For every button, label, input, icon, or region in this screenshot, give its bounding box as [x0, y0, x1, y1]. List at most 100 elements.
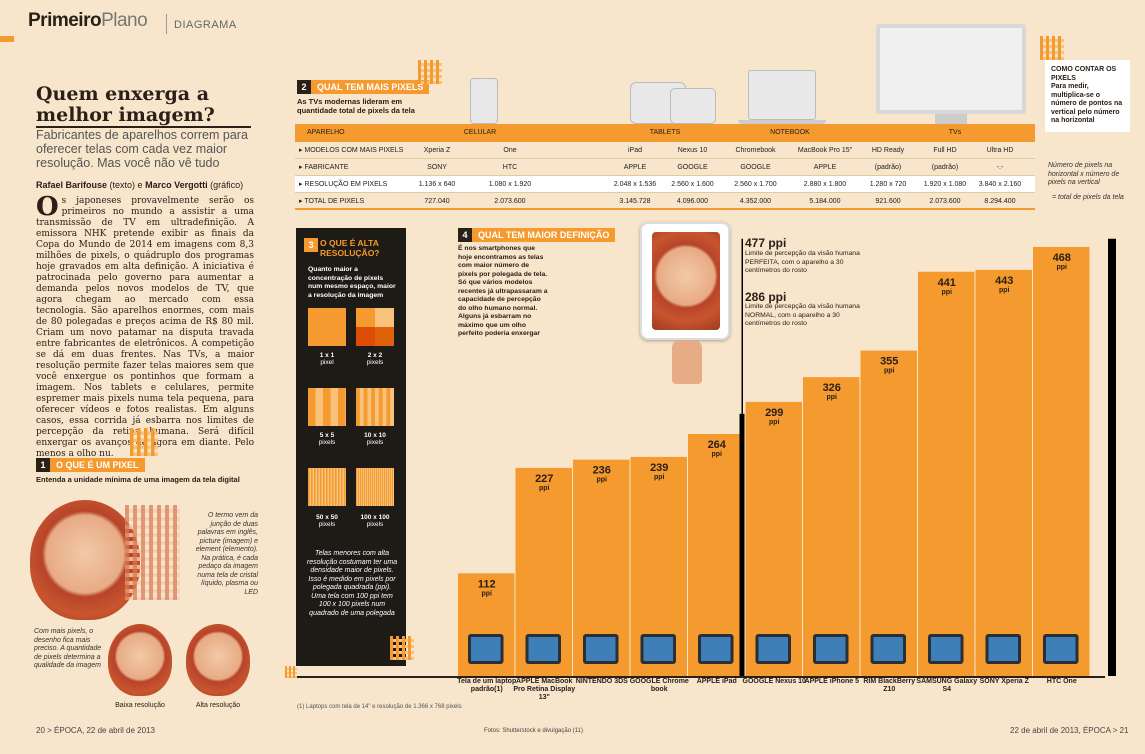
table-cell: 921.600 — [875, 198, 901, 205]
section2-number: 2 — [297, 80, 311, 94]
ppi-bar — [860, 350, 917, 676]
ppi-bar — [918, 271, 975, 676]
table-cell: GOOGLE — [677, 164, 708, 171]
ppi-chart: 112 ppi 227 ppi 236 ppi 239 ppi 264 ppi 299 ppi 326 p… — [458, 232, 1116, 676]
ppi-category-label: GOOGLE Chrome book — [629, 678, 689, 693]
ppi-bar — [745, 401, 802, 676]
table-cell: 2.560 x 1.600 — [671, 181, 714, 188]
ppi-category-label: RIM BlackBerry Z10 — [863, 678, 916, 693]
device-screen — [1046, 637, 1076, 661]
ppi-bar-value: 326 — [823, 382, 841, 394]
ppi-bar-value: 299 — [765, 407, 783, 419]
ppi-bar-unit: ppi — [597, 477, 608, 484]
normal-vision-value: 286 ppi — [745, 290, 787, 304]
hand-image — [672, 340, 702, 384]
section4-number: 4 — [458, 228, 472, 242]
section3-number: 3 — [304, 238, 318, 252]
table-cell: 2.880 x 1.800 — [803, 181, 847, 188]
col-tvs: TVs — [948, 129, 962, 136]
device-screen — [931, 637, 961, 661]
device-screen — [758, 637, 788, 661]
ppi-bar-value: 468 — [1053, 252, 1071, 264]
ppi-category-label: GOOGLE Nexus 10 — [742, 678, 806, 685]
section4-title: QUAL TEM MAIOR DEFINIÇÃO — [472, 228, 616, 242]
device-screen — [988, 637, 1018, 661]
low-res-image — [108, 624, 172, 696]
phone-illustration — [470, 78, 498, 124]
table-cell: 3.840 x 2.160 — [978, 181, 1022, 188]
device-screen — [528, 637, 558, 661]
laptop-base — [738, 120, 826, 124]
ppi-category-label: APPLE iPad — [696, 678, 737, 685]
ppi-category-label: Tela de um laptop padrão(1) — [457, 678, 517, 693]
brand-light: Plano — [101, 10, 148, 31]
ppi-bar — [975, 269, 1032, 676]
grid-1x1 — [308, 308, 346, 346]
tv-stand — [935, 114, 967, 124]
device-screen — [586, 637, 616, 661]
table-cell: 1.920 x 1.080 — [923, 181, 967, 188]
section2-subtitle: As TVs modernas lideram em quantidade to… — [297, 97, 415, 115]
device-screen — [701, 637, 731, 661]
body-paragraph: s japoneses provavelmente serão os prime… — [36, 196, 254, 459]
ppi-bar-value: 236 — [593, 465, 611, 477]
perfect-vision-text: Limite de percepção da visão humana PERF… — [745, 250, 860, 274]
header-accent-bar — [0, 36, 14, 42]
table-cell: iPad — [627, 147, 642, 154]
table-cell: Chromebook — [735, 147, 776, 154]
table-cell: 727.040 — [424, 198, 450, 205]
table-cell: HTC — [502, 164, 518, 171]
photo-credit: Fotos: Shutterstock e divulgação (11) — [484, 728, 583, 734]
table-cell: APPLE — [623, 164, 647, 171]
section1-header: 1 O QUE É UM PIXEL Entenda a unidade mín… — [36, 458, 256, 484]
ppi-bar-unit: ppi — [712, 451, 723, 458]
table-cell: 5.184.000 — [809, 198, 841, 205]
section2-title: QUAL TEM MAIS PIXELS — [311, 80, 430, 94]
ppi-category-label: HTC One — [1046, 678, 1077, 685]
table-cell: MacBook Pro 15" — [797, 147, 853, 154]
low-res-label: Baixa resolução — [115, 702, 165, 709]
table-cell: (padrão) — [931, 164, 959, 171]
perfect-vision-threshold — [741, 238, 743, 414]
table-cell: 8.294.400 — [984, 198, 1016, 205]
chart-baseline — [285, 676, 1105, 678]
table-cell: 1.136 x 640 — [418, 181, 456, 188]
row-label: MODELOS COM MAIS PIXELS — [304, 147, 404, 154]
col-celular: CELULAR — [463, 129, 497, 136]
pixel-decor — [418, 60, 442, 84]
ppi-bar-value: 227 — [535, 473, 553, 485]
grid-5x5 — [308, 388, 346, 426]
brand-logo: PrimeiroPlano — [28, 10, 148, 32]
table-cell: SONY — [427, 164, 447, 171]
how-to-count-note: COMO CONTAR OS PIXELS Para medir, multip… — [1045, 60, 1130, 132]
table-cell: One — [503, 147, 517, 154]
section3-footer: Telas menores com alta resolução costuma… — [306, 550, 398, 617]
brand-bold: Primeiro — [28, 10, 102, 31]
section1-number: 1 — [36, 458, 50, 472]
ppi-category-label: NINTENDO 3DS — [575, 678, 628, 685]
section3-title: O QUE É ALTA RESOLUÇÃO? — [320, 238, 380, 258]
header-divider — [166, 14, 167, 34]
pixel-decor — [130, 428, 158, 456]
ppi-bar-value: 443 — [995, 275, 1013, 287]
device-screen — [643, 637, 673, 661]
ppi-bar-unit: ppi — [654, 474, 665, 481]
table-header: APARELHO CELULAR TABLETS NOTEBOOK TVs — [295, 124, 1035, 142]
table-cell: (padrão) — [874, 164, 902, 171]
row-label: RESOLUÇÃO EM PIXELS — [304, 181, 388, 188]
table-cell: HD Ready — [871, 147, 905, 154]
horizontal-vertical-note: Número de pixels na horizontal x número … — [1048, 162, 1120, 186]
section4-header: 4 QUAL TEM MAIOR DEFINIÇÃO — [458, 228, 658, 242]
table-cell: 3.145.728 — [619, 198, 651, 205]
ppi-bar-unit: ppi — [482, 590, 493, 597]
laptop-illustration — [748, 70, 816, 120]
table-cell: 2.560 x 1.700 — [734, 181, 777, 188]
ppi-bar-unit: ppi — [1057, 264, 1068, 271]
table-cell: 1.080 x 1.920 — [488, 181, 532, 188]
col-aparelho: APARELHO — [307, 129, 345, 136]
ppi-bar-value: 112 — [478, 578, 496, 590]
ppi-chart-svg: 112ppi227ppi236ppi239ppi264ppi299ppi326p… — [458, 238, 1116, 676]
table-cell: 2.073.600 — [929, 198, 961, 205]
section1-title: O QUE É UM PIXEL — [50, 458, 145, 472]
